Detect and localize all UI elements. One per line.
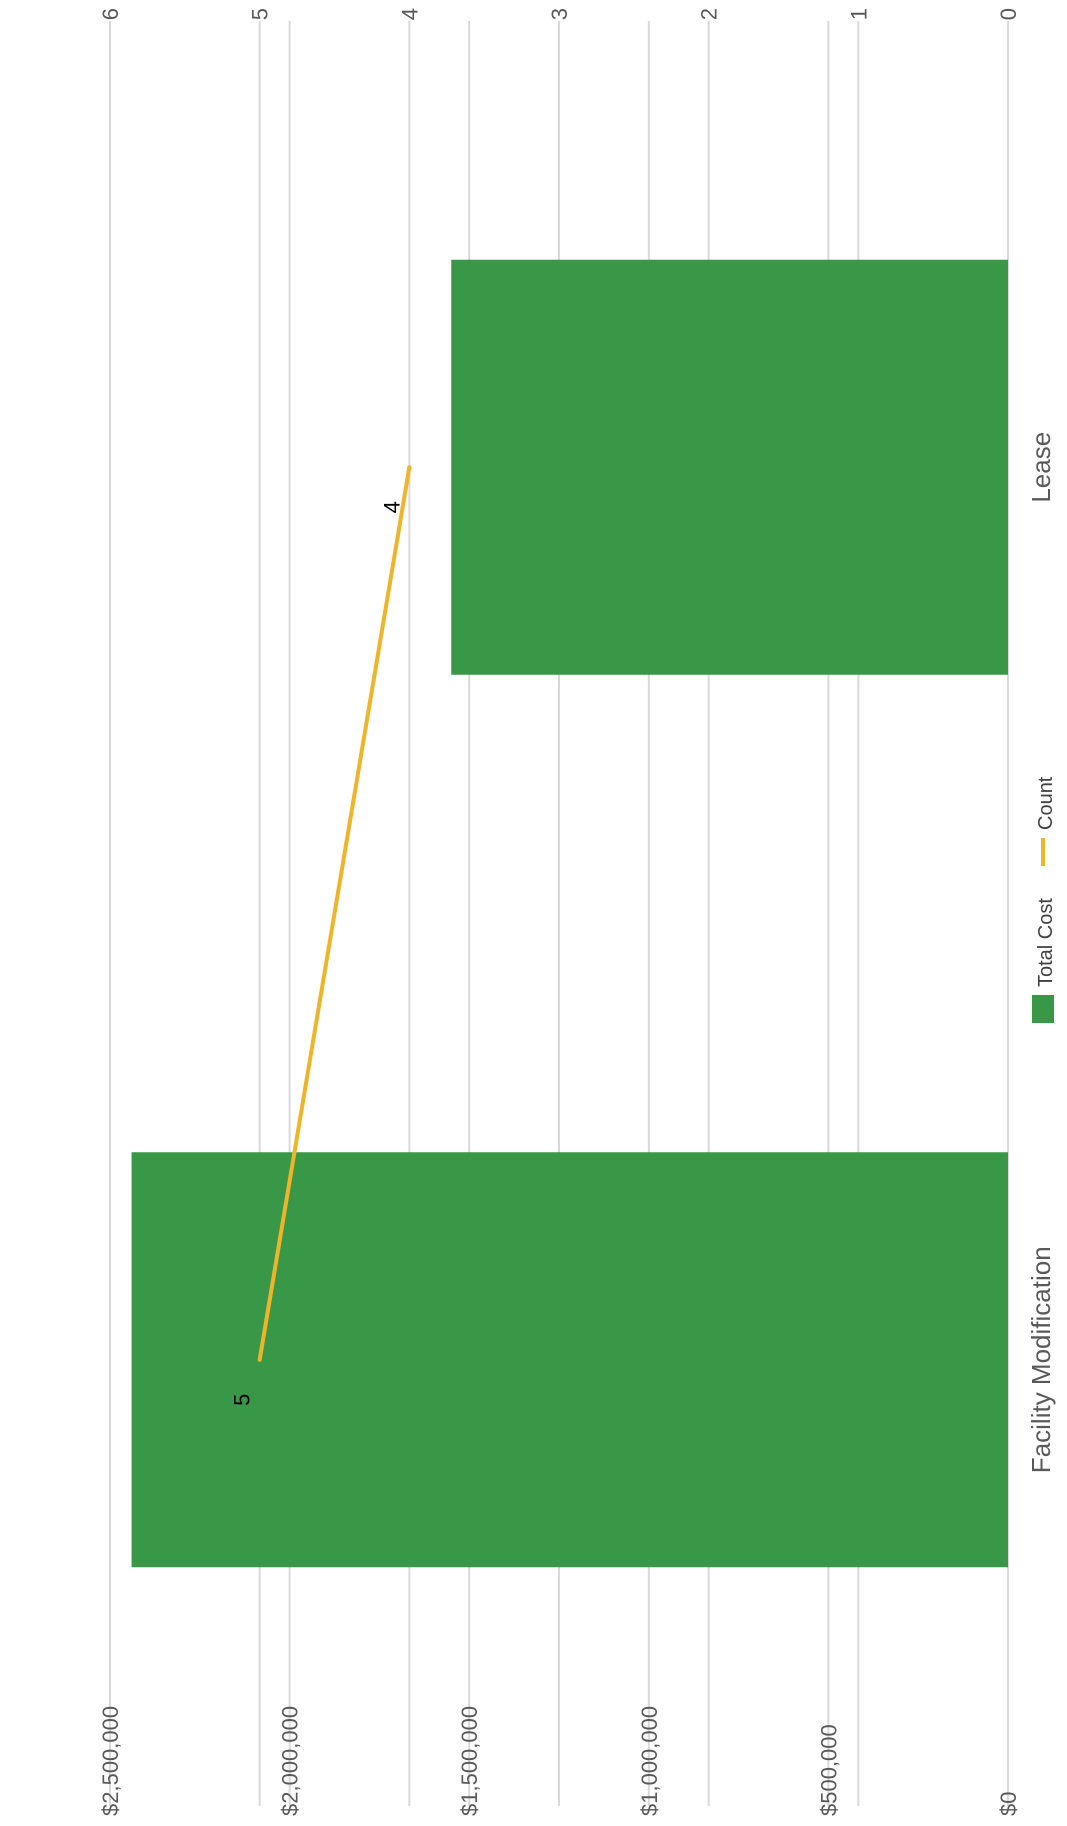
category-label: Lease: [1026, 432, 1056, 503]
secondary-tick-label: 6: [98, 8, 123, 20]
primary-tick-label: $1,500,000: [457, 1706, 482, 1816]
category-axis-labels: Facility Modification Lease: [1026, 432, 1056, 1473]
bar-series-total-cost: [131, 259, 1008, 1568]
secondary-tick-label: 0: [996, 8, 1021, 20]
category-label: Facility Modification: [1026, 1246, 1056, 1473]
secondary-axis-tick-labels: 0 1 2 3 4 5 6: [98, 8, 1021, 20]
line-series-count: [257, 465, 412, 1362]
line-path: [257, 465, 412, 1362]
legend-label-total-cost: Total Cost: [1035, 898, 1057, 987]
secondary-tick-label: 4: [397, 8, 422, 20]
primary-tick-label: $0: [996, 1792, 1021, 1816]
primary-tick-label: $1,000,000: [637, 1706, 662, 1816]
data-label: 4: [379, 501, 404, 513]
data-label: 5: [230, 1394, 255, 1406]
bar: [451, 259, 1008, 675]
legend-swatch-total-cost: [1032, 995, 1054, 1023]
primary-tick-label: $2,000,000: [278, 1706, 303, 1816]
legend: Total Cost Count: [1032, 776, 1057, 1023]
plot-area: 54 $0$500,000$1,000,000$1,500,000$2,000,…: [98, 8, 1057, 1816]
data-labels: 54: [230, 501, 405, 1406]
primary-axis-tick-labels: $0 $500,000 $1,000,000 $1,500,000 $2,000,000…: [98, 1706, 1021, 1816]
bar: [131, 1152, 1008, 1568]
secondary-tick-label: 5: [248, 8, 273, 20]
secondary-tick-label: 3: [547, 8, 572, 20]
secondary-tick-label: 2: [697, 8, 722, 20]
primary-tick-label: $2,500,000: [98, 1706, 123, 1816]
secondary-tick-label: 1: [846, 8, 871, 20]
legend-label-count: Count: [1035, 776, 1057, 830]
primary-tick-label: $500,000: [816, 1724, 841, 1816]
